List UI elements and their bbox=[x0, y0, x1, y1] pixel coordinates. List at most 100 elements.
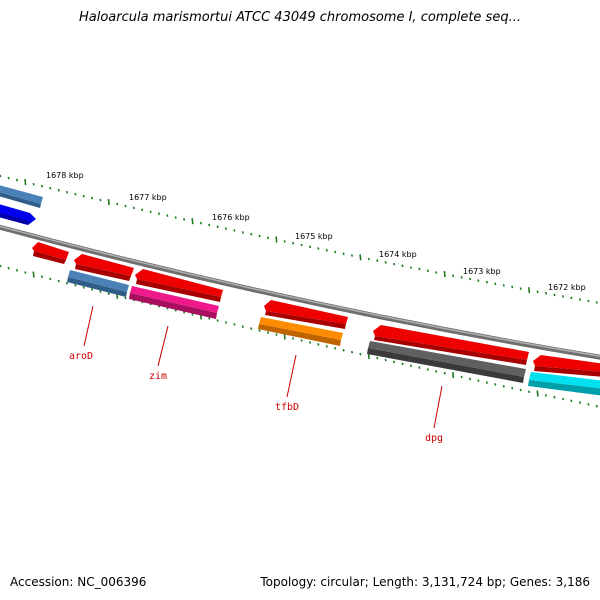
minor-tick bbox=[74, 192, 77, 196]
minor-tick bbox=[82, 286, 85, 289]
minor-tick bbox=[468, 277, 472, 281]
minor-tick bbox=[233, 323, 236, 326]
minor-tick bbox=[124, 296, 127, 300]
minor-tick bbox=[300, 339, 303, 342]
minor-tick bbox=[224, 227, 228, 231]
minor-tick bbox=[452, 274, 455, 278]
minor-tick bbox=[426, 368, 429, 371]
major-tick bbox=[443, 271, 446, 278]
chromosome-backbone bbox=[0, 224, 600, 360]
minor-tick bbox=[224, 321, 228, 324]
minor-tick bbox=[485, 280, 488, 284]
minor-tick bbox=[409, 266, 412, 269]
gene-label-tfbd[interactable]: tfbD bbox=[275, 402, 299, 413]
major-tick bbox=[32, 271, 35, 278]
minor-tick bbox=[401, 362, 404, 366]
minor-tick bbox=[519, 287, 522, 290]
scale-label-1673: 1673 kbp bbox=[463, 267, 501, 276]
minor-tick bbox=[65, 190, 69, 194]
minor-tick bbox=[216, 319, 219, 322]
minor-tick bbox=[418, 267, 421, 271]
minor-tick bbox=[7, 176, 10, 180]
minor-tick bbox=[393, 262, 396, 266]
minor-tick bbox=[578, 298, 581, 301]
minor-tick bbox=[174, 216, 177, 219]
minor-tick bbox=[494, 282, 497, 286]
gene-label-dpg[interactable]: dpg bbox=[425, 433, 443, 444]
gene-label-arod[interactable]: aroD bbox=[69, 351, 93, 362]
minor-tick bbox=[561, 295, 565, 298]
gene-steelblue-2[interactable] bbox=[67, 270, 129, 297]
label-line-arod bbox=[83, 305, 94, 347]
minor-tick bbox=[0, 174, 2, 178]
minor-tick bbox=[82, 194, 85, 198]
minor-tick bbox=[183, 218, 186, 221]
gene-orange-1[interactable] bbox=[258, 317, 343, 346]
minor-tick bbox=[308, 245, 312, 249]
minor-tick bbox=[409, 364, 412, 368]
major-tick bbox=[191, 218, 194, 225]
scale-label-1672: 1672 kbp bbox=[548, 283, 586, 292]
major-tick bbox=[275, 236, 278, 243]
minor-tick bbox=[258, 234, 261, 238]
scale-label-1678: 1678 kbp bbox=[46, 171, 84, 180]
minor-tick bbox=[183, 311, 186, 314]
gene-red-5[interactable] bbox=[373, 325, 529, 365]
minor-tick bbox=[91, 288, 94, 291]
label-line-tfbd bbox=[286, 354, 297, 398]
minor-tick bbox=[191, 313, 194, 316]
minor-tick bbox=[32, 182, 35, 186]
minor-tick bbox=[544, 291, 548, 295]
minor-tick bbox=[74, 283, 77, 287]
minor-tick bbox=[300, 243, 303, 247]
gene-magenta-1[interactable] bbox=[129, 286, 219, 319]
minor-tick bbox=[570, 296, 573, 300]
gene-red-6[interactable] bbox=[533, 355, 600, 377]
gene-red-3[interactable] bbox=[135, 269, 223, 302]
minor-tick bbox=[208, 317, 211, 320]
minor-tick bbox=[435, 271, 438, 274]
minor-tick bbox=[502, 284, 505, 287]
minor-tick bbox=[325, 248, 328, 252]
minor-tick bbox=[216, 225, 219, 229]
minor-tick bbox=[553, 293, 556, 297]
gene-blue-1[interactable] bbox=[0, 203, 36, 225]
topology-label: Topology: circular; Length: 3,131,724 bp… bbox=[260, 575, 590, 589]
minor-tick bbox=[241, 325, 244, 328]
minor-tick bbox=[468, 377, 472, 381]
minor-tick bbox=[393, 360, 396, 364]
minor-tick bbox=[292, 241, 295, 245]
minor-tick bbox=[519, 388, 522, 392]
minor-tick bbox=[460, 375, 463, 379]
minor-tick bbox=[511, 285, 514, 289]
minor-tick bbox=[553, 395, 556, 399]
minor-tick bbox=[578, 401, 581, 404]
gene-red-2[interactable] bbox=[74, 254, 134, 281]
minor-tick bbox=[317, 247, 320, 250]
gene-red-1[interactable] bbox=[32, 242, 69, 264]
minor-tick bbox=[587, 299, 590, 303]
minor-tick bbox=[317, 343, 320, 346]
minor-tick bbox=[384, 358, 387, 362]
gene-red-4[interactable] bbox=[264, 300, 348, 329]
gene-steelblue-1[interactable] bbox=[0, 184, 43, 208]
major-tick bbox=[107, 199, 110, 206]
minor-tick bbox=[367, 257, 370, 261]
minor-tick bbox=[342, 252, 345, 256]
major-tick bbox=[528, 287, 531, 294]
minor-tick bbox=[199, 221, 202, 225]
minor-tick bbox=[477, 379, 480, 383]
minor-tick bbox=[435, 370, 438, 373]
minor-tick bbox=[401, 264, 404, 268]
minor-tick bbox=[511, 386, 514, 390]
gene-label-zim[interactable]: zim bbox=[149, 371, 167, 382]
minor-tick bbox=[544, 394, 548, 397]
gene-cyan-1[interactable] bbox=[528, 372, 600, 396]
minor-tick bbox=[494, 383, 497, 386]
minor-tick bbox=[15, 268, 19, 272]
label-line-dpg bbox=[433, 385, 443, 429]
minor-tick bbox=[359, 352, 362, 356]
gene-gray-1[interactable] bbox=[367, 341, 526, 383]
minor-tick bbox=[350, 254, 354, 257]
